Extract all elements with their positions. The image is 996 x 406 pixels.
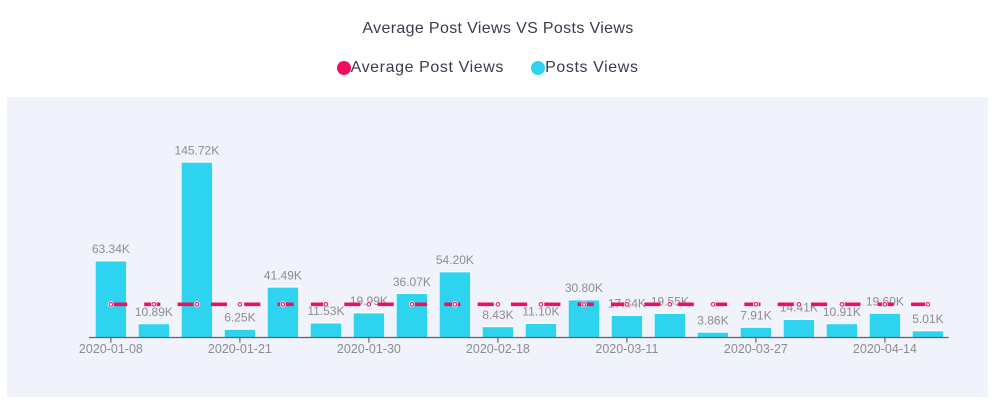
svg-text:54.20K: 54.20K (436, 253, 474, 267)
svg-text:2020-04-14: 2020-04-14 (853, 342, 917, 356)
svg-text:10.91K: 10.91K (823, 305, 861, 319)
svg-text:8.43K: 8.43K (482, 308, 513, 322)
svg-text:2020-01-21: 2020-01-21 (208, 342, 272, 356)
svg-text:11.53K: 11.53K (307, 304, 344, 318)
svg-text:11.10K: 11.10K (522, 305, 559, 319)
svg-text:2020-01-08: 2020-01-08 (79, 342, 143, 356)
svg-text:30.80K: 30.80K (565, 281, 603, 295)
svg-text:145.72K: 145.72K (175, 143, 220, 157)
svg-text:2020-02-18: 2020-02-18 (466, 342, 530, 356)
svg-text:2020-03-27: 2020-03-27 (724, 342, 788, 356)
svg-text:2020-03-11: 2020-03-11 (595, 342, 658, 356)
svg-text:2020-01-30: 2020-01-30 (337, 342, 401, 356)
svg-text:10.89K: 10.89K (135, 305, 173, 319)
svg-text:63.34K: 63.34K (92, 242, 130, 256)
svg-text:5.01K: 5.01K (912, 312, 943, 326)
svg-text:36.07K: 36.07K (393, 275, 431, 289)
svg-text:6.25K: 6.25K (224, 311, 255, 325)
svg-text:41.49K: 41.49K (264, 268, 302, 282)
svg-text:3.86K: 3.86K (697, 313, 728, 327)
svg-text:7.91K: 7.91K (740, 309, 771, 323)
